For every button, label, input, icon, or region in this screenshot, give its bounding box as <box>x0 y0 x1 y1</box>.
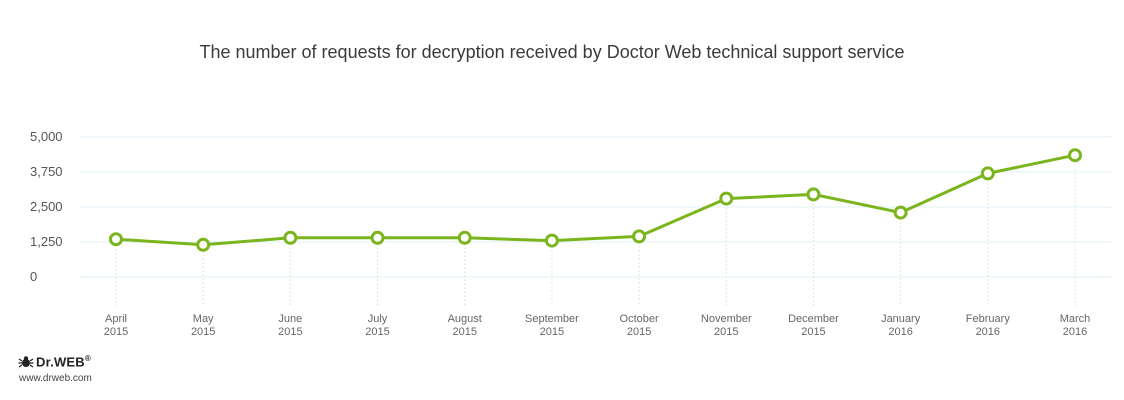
data-point <box>980 166 995 181</box>
y-tick-label: 1,250 <box>30 234 63 249</box>
spider-icon <box>18 356 34 368</box>
x-tick-label: October <box>620 313 659 325</box>
x-tick-label: September <box>525 313 579 325</box>
x-tick-label: November <box>701 313 752 325</box>
x-tick-label: January <box>881 313 921 325</box>
x-tick-year: 2015 <box>365 326 389 338</box>
series-points <box>109 148 1082 252</box>
x-tick-label: August <box>448 313 482 325</box>
data-point <box>457 230 472 245</box>
x-tick-label: July <box>368 313 388 325</box>
brand-url[interactable]: www.drweb.com <box>19 373 92 384</box>
y-axis-labels: 5,000 3,750 2,500 1,250 0 <box>30 129 63 284</box>
series-line <box>115 153 1076 247</box>
grid-lines <box>80 136 1112 278</box>
chart-title: The number of requests for decryption re… <box>199 42 905 62</box>
data-point <box>632 229 647 244</box>
x-tick-label: December <box>788 313 839 325</box>
y-tick-label: 5,000 <box>30 129 63 144</box>
x-tick-label: February <box>966 313 1011 325</box>
x-tick-label: April <box>105 313 127 325</box>
x-tick-year: 2015 <box>191 326 215 338</box>
data-point <box>806 187 821 202</box>
data-point <box>1068 148 1082 163</box>
x-tick-label: May <box>193 313 214 325</box>
series-polyline <box>115 153 1076 247</box>
x-tick-year: 2016 <box>888 326 912 338</box>
data-point <box>370 230 385 245</box>
x-axis-labels: April2015May2015June2015July2015August20… <box>104 313 1091 338</box>
x-tick-year: 2016 <box>976 326 1000 338</box>
x-tick-year: 2015 <box>627 326 651 338</box>
y-tick-label: 2,500 <box>30 199 63 214</box>
x-tick-year: 2015 <box>801 326 825 338</box>
y-tick-label: 0 <box>30 269 37 284</box>
brand-name: Dr.WEB® <box>36 354 91 370</box>
x-tick-year: 2015 <box>278 326 302 338</box>
data-point <box>196 237 211 252</box>
x-tick-year: 2015 <box>714 326 738 338</box>
x-tick-year: 2015 <box>540 326 564 338</box>
data-point <box>544 233 559 248</box>
x-tick-label: March <box>1060 313 1091 325</box>
guide-lines <box>115 161 1076 306</box>
x-tick-label: June <box>278 313 302 325</box>
x-tick-year: 2015 <box>452 326 476 338</box>
data-point <box>893 205 908 220</box>
y-tick-label: 3,750 <box>30 164 63 179</box>
data-point <box>719 191 734 206</box>
x-tick-year: 2015 <box>104 326 128 338</box>
x-tick-year: 2016 <box>1063 326 1087 338</box>
data-point <box>283 230 298 245</box>
data-point <box>109 232 123 247</box>
